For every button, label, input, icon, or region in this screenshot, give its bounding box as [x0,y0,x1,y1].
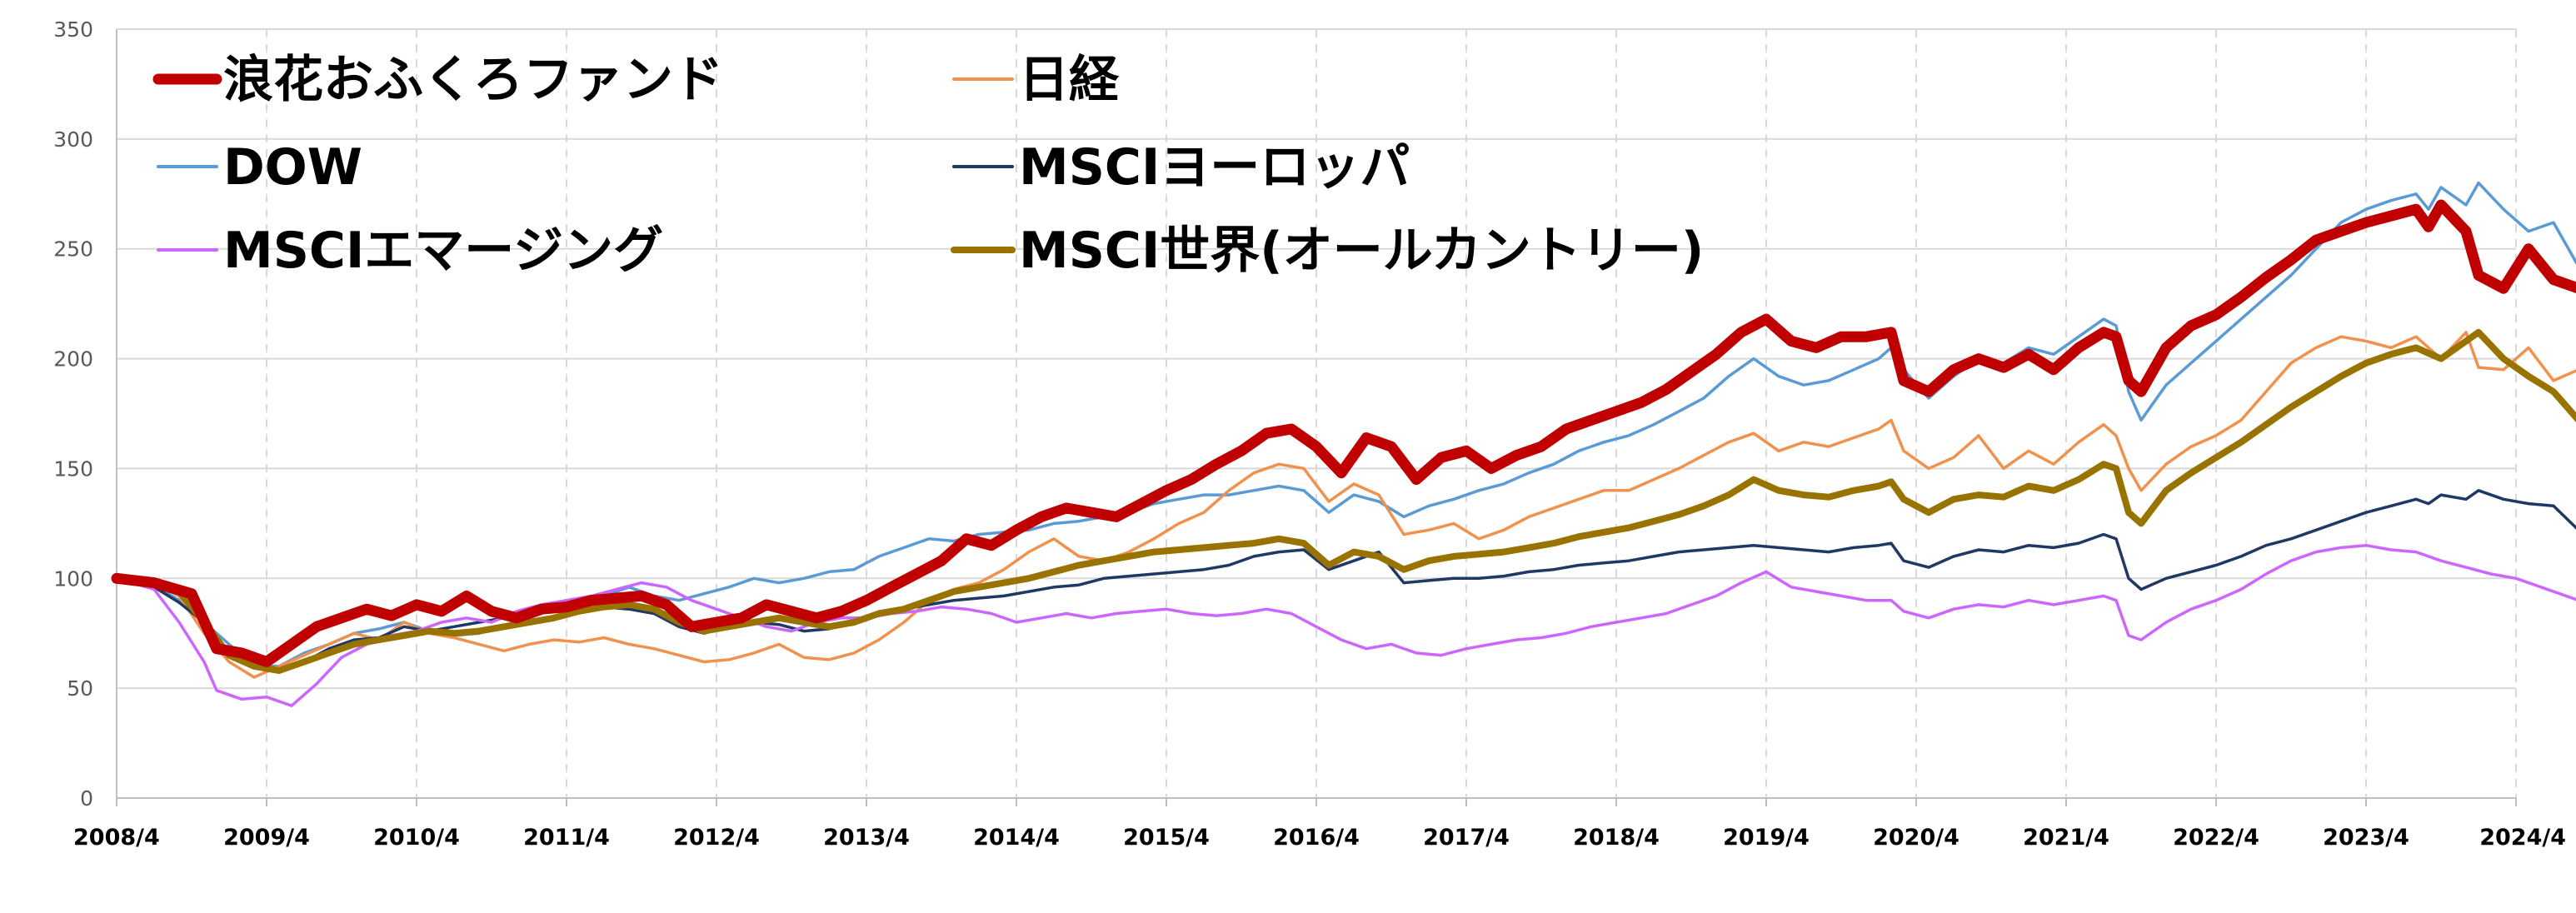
x-tick-label: 2020/4 [1873,825,1959,851]
y-tick-label: 100 [53,566,93,591]
series-line-5 [113,328,2576,674]
x-tick-label: 2017/4 [1423,825,1510,851]
series-lines [111,181,2576,707]
y-tick-label: 50 [67,676,93,701]
y-tick-label: 350 [53,17,93,42]
x-tick-label: 2023/4 [2323,825,2409,851]
series-line-1 [115,331,2576,679]
y-tick-label: 300 [53,127,93,152]
legend-label-1: 日経 [1019,51,1120,109]
x-tick-label: 2019/4 [1723,825,1810,851]
legend-label-5: MSCI世界(オールカントリー) [1019,222,1704,280]
axes: 0 50 100 150 200 250 300 350 2008/4 2009/4 2010/4 2… [53,17,2566,851]
x-tick-label: 2013/4 [823,825,910,851]
x-tick-label: 2016/4 [1273,825,1360,851]
legend: 浪花おふくろファンド 日経 DOW MSCIヨーロッパ MSCIエマージング MSCI世界… [152,51,1704,280]
legend-label-0: 浪花おふくろファンド [223,51,723,109]
x-tick-label: 2022/4 [2173,825,2259,851]
x-tick-label: 2015/4 [1123,825,1210,851]
x-tick-label: 2008/4 [73,825,160,851]
x-tick-label: 2011/4 [523,825,610,851]
y-tick-label: 0 [80,786,93,811]
y-tick-label: 250 [53,237,93,262]
series-line-3 [115,489,2576,672]
y-tick-label: 150 [53,456,93,481]
x-tick-label: 2014/4 [973,825,1060,851]
x-tick-label: 2009/4 [223,825,310,851]
legend-label-3: MSCIヨーロッパ [1019,138,1410,197]
legend-label-2: DOW [223,138,362,197]
x-tick-label: 2012/4 [673,825,760,851]
y-tick-label: 200 [53,347,93,372]
x-tick-label: 2018/4 [1573,825,1660,851]
series-line-2 [115,181,2576,668]
series-line-0 [111,199,2576,667]
x-tick-label: 2010/4 [373,825,460,851]
x-tick-label: 2024/4 [2479,825,2566,851]
series-line-4 [115,543,2576,707]
legend-label-4: MSCIエマージング [223,222,663,280]
x-tick-label: 2021/4 [2023,825,2109,851]
grid [117,28,2517,798]
